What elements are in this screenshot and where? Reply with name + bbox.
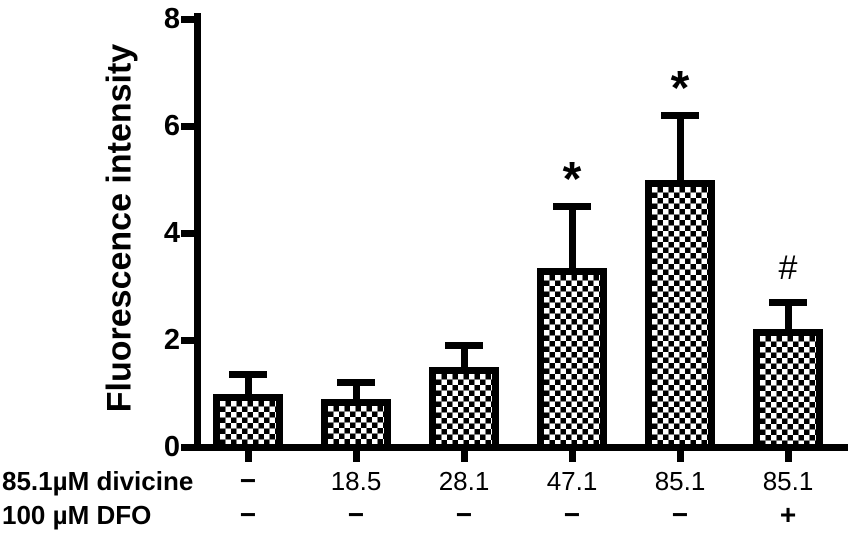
bar: [321, 398, 391, 451]
y-tick: [181, 15, 194, 23]
x-tick: [568, 450, 576, 462]
x-axis-line: [194, 444, 848, 451]
error-bar-stem: [244, 374, 252, 397]
significance-star: *: [670, 62, 690, 116]
bar: [213, 393, 283, 451]
dfo-value: −: [347, 499, 365, 530]
dfo-value: +: [779, 499, 797, 530]
error-bar-stem: [784, 302, 792, 333]
y-tick-label: 8: [163, 3, 180, 35]
bar: [537, 267, 607, 451]
dfo-value: −: [239, 499, 257, 530]
error-bar-stem: [568, 206, 576, 271]
y-tick-label: 0: [163, 431, 180, 463]
bar: [753, 329, 823, 451]
significance-star: *: [562, 153, 582, 207]
y-tick: [181, 336, 194, 344]
divicine-concentration-value: 18.5: [330, 466, 382, 496]
y-tick: [181, 122, 194, 130]
row-label-divicine: 85.1µM divicine: [2, 466, 194, 496]
error-bar-stem: [676, 115, 684, 183]
x-tick: [676, 450, 684, 462]
divicine-concentration-value: 85.1: [762, 466, 814, 496]
bar: [429, 366, 499, 451]
bar: [645, 179, 715, 451]
error-bar-cap: [229, 371, 267, 379]
dfo-value: −: [455, 499, 473, 530]
x-tick: [352, 450, 360, 462]
error-bar-cap: [553, 202, 591, 210]
significance-hash: #: [778, 248, 798, 287]
error-bar-cap: [661, 111, 699, 119]
error-bar-cap: [445, 341, 483, 349]
y-tick-label: 2: [163, 324, 180, 356]
divicine-concentration-value: 85.1: [654, 466, 706, 496]
error-bar-cap: [337, 379, 375, 387]
y-tick-label: 4: [163, 217, 180, 249]
error-bar-stem: [460, 345, 468, 370]
dfo-value: −: [563, 499, 581, 530]
x-tick: [784, 450, 792, 462]
error-bar-stem: [352, 382, 360, 402]
x-tick: [460, 450, 468, 462]
y-axis-line: [194, 13, 201, 451]
x-tick: [244, 450, 252, 462]
divicine-concentration-value: 28.1: [438, 466, 490, 496]
row-label-dfo: 100 µM DFO: [2, 500, 152, 530]
divicine-concentration-value: 47.1: [546, 466, 598, 496]
y-tick-label: 6: [163, 110, 180, 142]
y-tick: [181, 443, 194, 451]
dfo-value: −: [671, 499, 689, 530]
divicine-concentration-value: −: [239, 465, 257, 496]
y-tick: [181, 229, 194, 237]
error-bar-cap: [769, 299, 807, 307]
